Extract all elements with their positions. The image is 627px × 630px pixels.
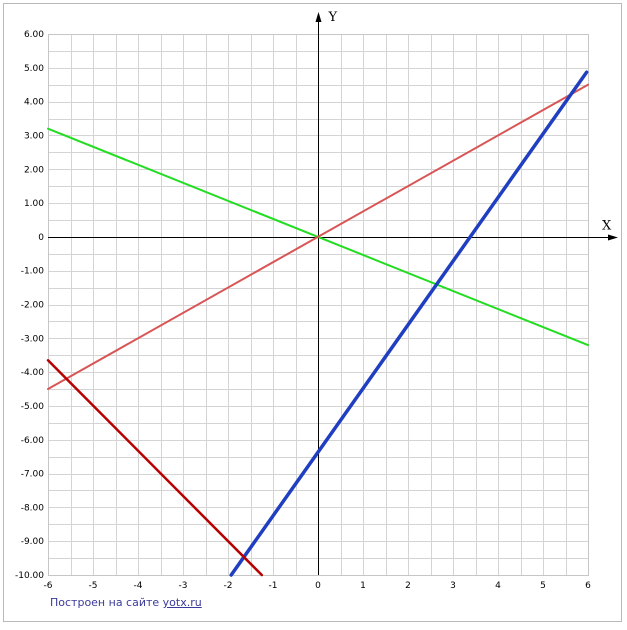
- x-tick-label: 4: [495, 581, 501, 591]
- function-plot: -6 -5 -4 -3 -2 -1 0 1 2 3 4 5 6 6.00 5.00 4.00 3.00 2.00…: [15, 10, 618, 591]
- site-link[interactable]: yotx.ru: [162, 596, 202, 609]
- series-lines: [46, 70, 589, 577]
- y-tick-label: 6.00: [24, 30, 44, 40]
- series-line: [47, 83, 589, 390]
- x-tick-label: -1: [269, 581, 278, 591]
- axes: [48, 12, 618, 575]
- series-line: [46, 359, 264, 577]
- y-tick-label: -1.00: [21, 267, 45, 277]
- x-tick-label: 6: [585, 581, 591, 591]
- credit-line: Построен на сайте yotx.ru: [50, 596, 202, 609]
- x-tick-label: 3: [450, 581, 456, 591]
- y-axis-label: Y: [328, 10, 338, 25]
- y-tick-label: -6.00: [21, 436, 45, 446]
- x-tick-label: 2: [405, 581, 411, 591]
- x-tick-label: -3: [179, 581, 188, 591]
- y-axis-arrow: [315, 12, 322, 22]
- y-tick-label: -2.00: [21, 301, 45, 311]
- y-tick-label: -7.00: [21, 470, 45, 480]
- x-tick-label: 5: [540, 581, 546, 591]
- y-tick-label: 1.00: [24, 199, 44, 209]
- x-tick-label: -2: [224, 581, 233, 591]
- x-axis-arrow: [608, 234, 618, 241]
- y-tick-label: -5.00: [21, 402, 45, 412]
- y-tick-label: -4.00: [21, 368, 45, 378]
- x-axis-label: X: [602, 219, 612, 234]
- x-tick-label: -5: [89, 581, 98, 591]
- y-tick-label: -10.00: [15, 571, 44, 581]
- y-tick-label: -9.00: [21, 537, 45, 547]
- x-tick-label: 1: [360, 581, 366, 591]
- series-line: [229, 70, 589, 577]
- y-tick-label: -3.00: [21, 334, 45, 344]
- y-tick-label: -8.00: [21, 503, 45, 513]
- chart-frame: -6 -5 -4 -3 -2 -1 0 1 2 3 4 5 6 6.00 5.00 4.00 3.00 2.00…: [3, 3, 622, 622]
- y-tick-label: 3.00: [24, 131, 44, 141]
- y-tick-label: 5.00: [24, 64, 44, 74]
- x-tick-label: 0: [315, 581, 321, 591]
- x-tick-label: -4: [134, 581, 143, 591]
- y-tick-labels: 6.00 5.00 4.00 3.00 2.00 1.00 0 -1.00 -2.00 -3.00…: [15, 30, 44, 581]
- x-tick-labels: -6 -5 -4 -3 -2 -1 0 1 2 3 4 5 6: [44, 581, 592, 591]
- credit-text: Построен на сайте: [50, 596, 160, 609]
- y-tick-label: 4.00: [24, 98, 44, 108]
- y-tick-label: 0: [38, 233, 44, 243]
- y-tick-label: 2.00: [24, 165, 44, 175]
- x-tick-label: -6: [44, 581, 53, 591]
